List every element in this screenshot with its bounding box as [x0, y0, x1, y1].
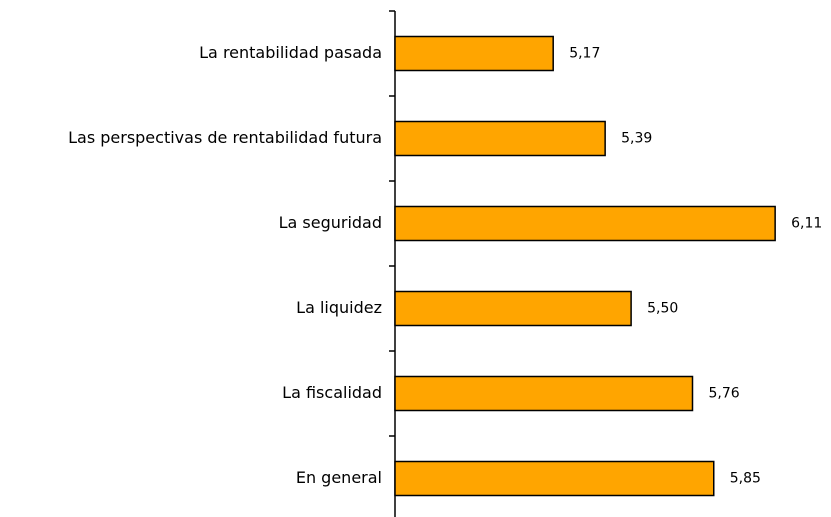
category-label: En general [296, 468, 382, 487]
value-label: 5,39 [621, 131, 652, 147]
category-label: La seguridad [279, 213, 382, 232]
value-label: 5,50 [647, 301, 678, 317]
value-label: 5,17 [569, 46, 600, 62]
value-label: 5,85 [730, 471, 761, 487]
value-label: 6,11 [791, 216, 822, 232]
bar [394, 290, 632, 327]
category-label: La liquidez [296, 298, 382, 317]
bar [394, 35, 554, 72]
category-label: La rentabilidad pasada [199, 43, 382, 62]
bar [394, 120, 606, 157]
category-label: La fiscalidad [282, 383, 382, 402]
bar [394, 460, 715, 497]
bar [394, 375, 694, 412]
bar [394, 205, 776, 242]
value-label: 5,76 [709, 386, 740, 402]
category-label: Las perspectivas de rentabilidad futura [68, 128, 382, 147]
